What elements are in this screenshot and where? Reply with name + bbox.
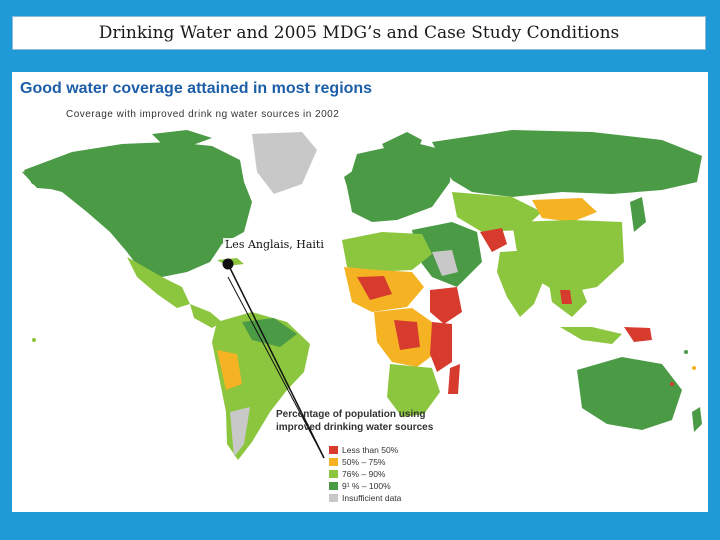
legend-swatch xyxy=(329,445,338,454)
legend-label: Less than 50% xyxy=(342,444,399,455)
slide-title: Drinking Water and 2005 MDG’s and Case S… xyxy=(98,23,620,43)
central-america xyxy=(190,304,222,328)
alaska xyxy=(22,164,74,190)
map-heading: Good water coverage attained in most reg… xyxy=(20,80,373,97)
legend-item: 9¹ % – 100% xyxy=(329,480,401,491)
brazil-north xyxy=(242,318,297,347)
legend-swatch xyxy=(329,493,338,502)
legend-label: 76% – 90% xyxy=(342,468,386,479)
map-panel: Good water coverage attained in most reg… xyxy=(12,72,708,512)
europe xyxy=(347,142,452,222)
case-study-label: Les Anglais, Haiti xyxy=(223,238,326,251)
russia xyxy=(432,130,702,197)
argentina xyxy=(230,407,250,457)
legend-swatch xyxy=(329,481,338,490)
legend-label: 50% – 75% xyxy=(342,456,386,467)
pacific-island xyxy=(32,338,36,342)
legend-item: Less than 50% xyxy=(329,444,401,455)
slide-title-bar: Drinking Water and 2005 MDG’s and Case S… xyxy=(12,16,706,50)
legend-title-line1: Percentage of population using xyxy=(276,409,426,420)
ethiopia xyxy=(430,287,462,324)
peru-bolivia xyxy=(217,350,242,390)
arabia-grey xyxy=(432,250,458,276)
legend: Less than 50% 50% – 75% 76% – 90% 9¹ % –… xyxy=(329,444,401,504)
pointer-line xyxy=(227,263,325,459)
mongolia xyxy=(532,198,597,222)
legend-label: Insufficient data xyxy=(342,492,402,503)
pacific-island xyxy=(692,366,696,370)
map-subheading: Coverage with improved drink ng water so… xyxy=(66,109,340,120)
mexico xyxy=(127,257,190,308)
legend-title-line2: improved drinking water sources xyxy=(276,422,434,433)
north-america xyxy=(24,142,252,277)
uk xyxy=(344,170,358,190)
japan xyxy=(630,197,646,232)
legend-title: Percentage of population using improved … xyxy=(276,408,476,434)
north-africa xyxy=(342,232,432,272)
greenland xyxy=(252,132,317,194)
scandinavia xyxy=(382,132,422,164)
legend-item: 76% – 90% xyxy=(329,468,401,479)
cambodia xyxy=(560,290,572,304)
papua-new-guinea xyxy=(624,327,652,342)
arctic-islands xyxy=(152,130,212,146)
drc-red xyxy=(394,320,420,350)
australia xyxy=(577,357,682,430)
world-map xyxy=(22,130,702,460)
indonesia xyxy=(560,327,622,344)
sahel-red xyxy=(357,276,392,300)
madagascar xyxy=(448,364,460,394)
legend-item: 50% – 75% xyxy=(329,456,401,467)
southern-africa xyxy=(387,364,440,417)
pacific-island xyxy=(670,382,674,386)
new-zealand xyxy=(692,407,702,432)
pacific-island xyxy=(684,350,688,354)
east-africa xyxy=(430,322,452,372)
pointer-line-secondary xyxy=(227,276,325,459)
legend-swatch xyxy=(329,457,338,466)
india xyxy=(497,250,547,317)
legend-label: 9¹ % – 100% xyxy=(342,480,391,491)
afghanistan xyxy=(480,228,507,252)
legend-swatch xyxy=(329,469,338,478)
legend-item: Insufficient data xyxy=(329,492,401,503)
